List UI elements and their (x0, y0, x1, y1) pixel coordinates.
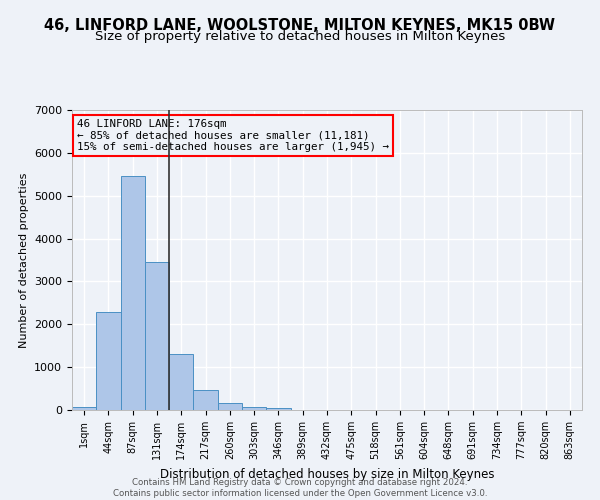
Bar (145, 262, 169, 410)
Y-axis label: Number of detached properties: Number of detached properties (19, 172, 29, 348)
Bar (121, 176, 145, 410)
Bar (242, 406, 266, 410)
X-axis label: Distribution of detached houses by size in Milton Keynes: Distribution of detached houses by size … (160, 468, 494, 480)
Text: Size of property relative to detached houses in Milton Keynes: Size of property relative to detached ho… (95, 30, 505, 43)
Text: 46 LINFORD LANE: 176sqm
← 85% of detached houses are smaller (11,181)
15% of sem: 46 LINFORD LANE: 176sqm ← 85% of detache… (77, 119, 389, 152)
Bar (169, 354, 193, 410)
Text: Contains HM Land Registry data © Crown copyright and database right 2024.
Contai: Contains HM Land Registry data © Crown c… (113, 478, 487, 498)
Bar (72, 407, 96, 410)
Text: 46, LINFORD LANE, WOOLSTONE, MILTON KEYNES, MK15 0BW: 46, LINFORD LANE, WOOLSTONE, MILTON KEYN… (44, 18, 556, 32)
Bar (96, 312, 121, 410)
Bar (266, 408, 290, 410)
Bar (193, 390, 218, 410)
Bar (218, 404, 242, 410)
